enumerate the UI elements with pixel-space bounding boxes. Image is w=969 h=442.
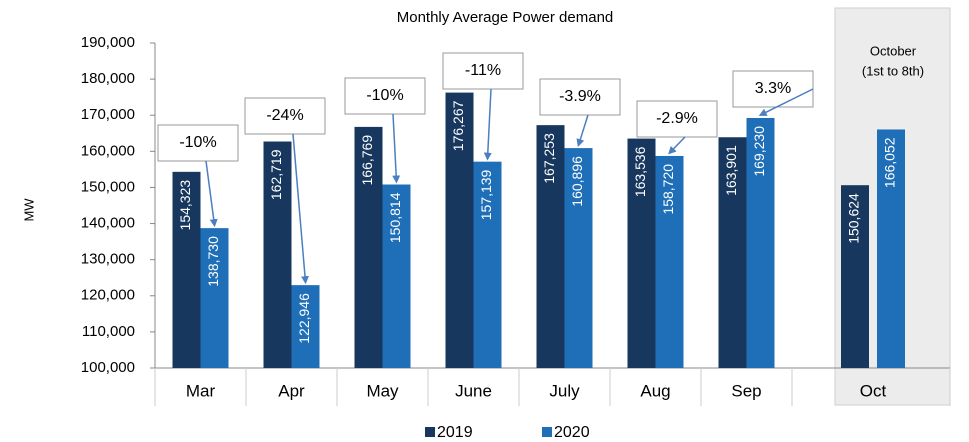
y-tick-label: 180,000 <box>81 70 135 87</box>
y-tick-label: 170,000 <box>81 106 135 123</box>
bar <box>627 138 656 368</box>
y-tick-label: 140,000 <box>81 215 135 232</box>
y-tick-label: 150,000 <box>81 178 135 195</box>
change-label: 3.3% <box>755 80 791 97</box>
legend-label: 2020 <box>554 424 590 441</box>
data-label: 138,730 <box>205 236 221 287</box>
bar <box>536 125 565 369</box>
data-label: 158,720 <box>660 164 676 215</box>
x-tick-label: July <box>549 381 580 400</box>
data-label: 154,323 <box>177 180 193 231</box>
change-label: -24% <box>266 107 303 124</box>
panel-note: October <box>870 43 917 58</box>
y-tick-label: 130,000 <box>81 251 135 268</box>
y-axis-label: MW <box>21 198 36 222</box>
change-arrow <box>758 88 814 116</box>
bar <box>718 137 747 368</box>
change-label: -11% <box>465 62 501 79</box>
bar <box>746 118 775 368</box>
legend-label: 2019 <box>437 424 473 441</box>
bar <box>877 129 905 368</box>
data-label: 163,536 <box>632 146 648 197</box>
change-box <box>344 77 426 115</box>
change-arrow <box>483 88 492 161</box>
y-tick-label: 110,000 <box>82 323 135 340</box>
change-arrow <box>668 136 686 155</box>
x-tick-label: May <box>366 381 399 400</box>
bar <box>655 155 684 368</box>
x-tick-label: Sep <box>731 381 761 400</box>
panel-note: (1st to 8th) <box>862 63 924 78</box>
y-tick-label: 120,000 <box>81 287 135 304</box>
change-box <box>244 97 326 135</box>
change-arrow <box>392 113 401 184</box>
legend-swatch <box>425 427 435 437</box>
data-label: 166,052 <box>882 137 898 188</box>
x-tick-label: Apr <box>278 381 305 400</box>
change-box <box>539 78 621 116</box>
data-label: 162,719 <box>268 149 284 200</box>
change-arrow <box>576 114 589 148</box>
data-label: 150,814 <box>387 192 403 243</box>
x-tick-label: Mar <box>186 381 216 400</box>
data-label: 160,896 <box>569 156 585 207</box>
bar <box>200 228 229 368</box>
data-label: 166,769 <box>359 135 375 186</box>
y-tick-label: 190,000 <box>81 34 135 51</box>
change-box <box>636 100 718 138</box>
change-label: -10% <box>179 134 216 151</box>
data-label: 157,139 <box>478 169 494 220</box>
data-label: 169,230 <box>751 126 767 177</box>
bar <box>172 171 201 368</box>
data-label: 163,901 <box>723 145 739 196</box>
x-tick-label: Aug <box>640 381 670 400</box>
x-tick-label: June <box>455 381 492 400</box>
data-label: 122,946 <box>296 293 312 344</box>
change-box <box>442 52 524 90</box>
data-label: 150,624 <box>846 193 862 244</box>
legend-swatch <box>542 427 552 437</box>
change-label: -2.9% <box>656 110 698 127</box>
bar <box>564 148 593 368</box>
change-arrow <box>292 133 309 285</box>
bar <box>841 185 869 368</box>
chart-title: Monthly Average Power demand <box>397 9 614 26</box>
bar <box>291 285 320 368</box>
change-box <box>157 124 239 162</box>
y-tick-label: 160,000 <box>81 142 135 159</box>
change-label: -3.9% <box>559 88 601 105</box>
bar <box>445 92 474 368</box>
change-arrow <box>205 160 218 228</box>
bar <box>473 161 502 368</box>
x-tick-label: Oct <box>860 381 887 400</box>
change-label: -10% <box>366 87 403 104</box>
data-label: 167,253 <box>541 133 557 184</box>
y-tick-label: 100,000 <box>81 359 135 376</box>
bar <box>263 141 292 368</box>
bar <box>354 126 383 368</box>
data-label: 176,267 <box>450 100 466 151</box>
bar <box>382 184 411 368</box>
